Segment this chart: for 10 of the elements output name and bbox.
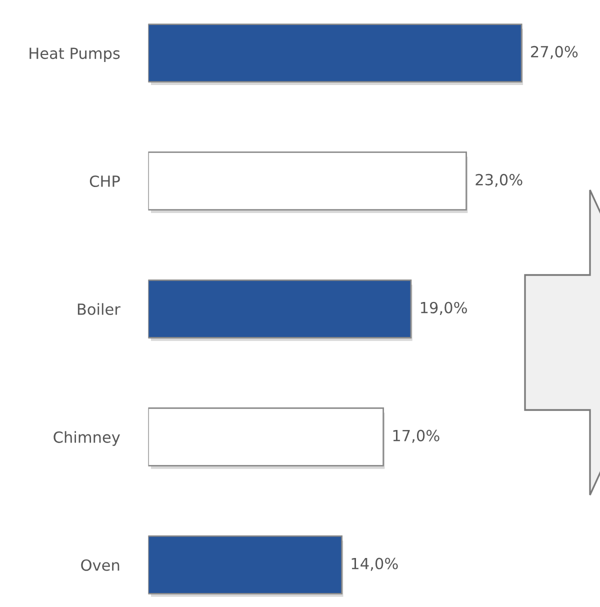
y-tick-label: Oven (81, 559, 120, 571)
data-label: 27,0% (531, 46, 578, 60)
y-tick-label: CHP (90, 175, 120, 188)
data-label: 14,0% (352, 558, 398, 571)
y-tick-label: Heat Pumps (30, 48, 120, 62)
data-label: 17,0% (393, 430, 440, 443)
data-label: 23,0% (476, 174, 522, 187)
y-tick-label: Boiler (78, 303, 120, 315)
data-label: 19,0% (420, 302, 467, 315)
y-tick-label: Chimney (54, 431, 120, 446)
